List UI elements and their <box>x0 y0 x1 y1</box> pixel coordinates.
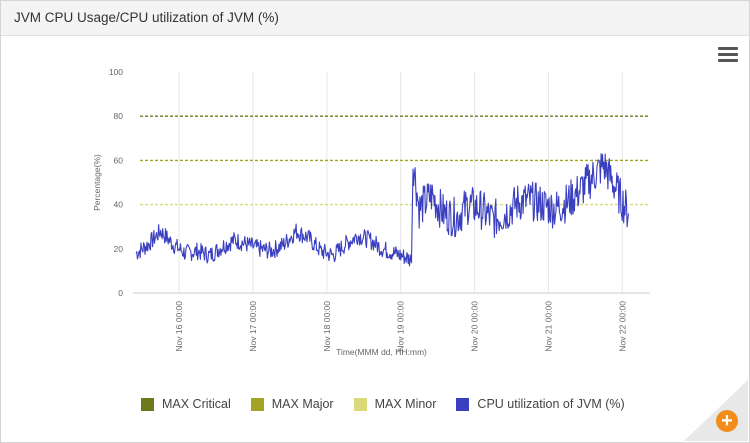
panel-title: JVM CPU Usage/CPU utilization of JVM (%) <box>14 10 279 25</box>
legend-item[interactable]: MAX Critical <box>141 397 231 411</box>
cpu-utilization-series-line <box>135 153 630 267</box>
y-axis-label: Percentage(%) <box>92 154 102 211</box>
x-tick-label: Nov 22 00:00 <box>617 301 627 352</box>
legend-label: MAX Critical <box>162 397 231 411</box>
x-tick-label: Nov 17 00:00 <box>248 301 258 352</box>
legend-label: MAX Major <box>271 397 334 411</box>
x-axis-label: Time(MMM dd, HH:mm) <box>336 347 427 357</box>
x-tick-label: Nov 16 00:00 <box>174 301 184 352</box>
x-tick-label: Nov 20 00:00 <box>470 301 480 352</box>
chart-legend: MAX Critical MAX Major MAX Minor CPU utiliz… <box>141 396 645 412</box>
x-tick-label: Nov 21 00:00 <box>543 301 553 352</box>
y-tick-label: 60 <box>114 155 124 165</box>
y-tick-label: 20 <box>114 244 124 254</box>
corner-fold <box>684 380 748 441</box>
legend-label: MAX Minor <box>374 397 437 411</box>
y-tick-label: 80 <box>114 111 124 121</box>
legend-swatch <box>353 397 367 411</box>
legend-item[interactable]: MAX Minor <box>353 397 437 411</box>
panel-header: JVM CPU Usage/CPU utilization of JVM (%) <box>1 1 749 36</box>
legend-item[interactable]: MAX Major <box>250 397 334 411</box>
legend-swatch <box>456 397 470 411</box>
x-tick-label: Nov 19 00:00 <box>396 301 406 352</box>
x-tick-label: Nov 18 00:00 <box>322 301 332 352</box>
legend-swatch <box>141 397 154 411</box>
hamburger-menu-icon[interactable] <box>718 47 738 65</box>
y-tick-label: 100 <box>109 67 123 77</box>
legend-label: CPU utilization of JVM (%) <box>477 397 625 411</box>
y-tick-label: 40 <box>114 200 124 210</box>
zoom-in-plus-icon[interactable]: + <box>716 410 738 432</box>
y-tick-label: 0 <box>118 288 123 298</box>
legend-swatch <box>250 397 264 411</box>
legend-item[interactable]: CPU utilization of JVM (%) <box>456 397 625 411</box>
